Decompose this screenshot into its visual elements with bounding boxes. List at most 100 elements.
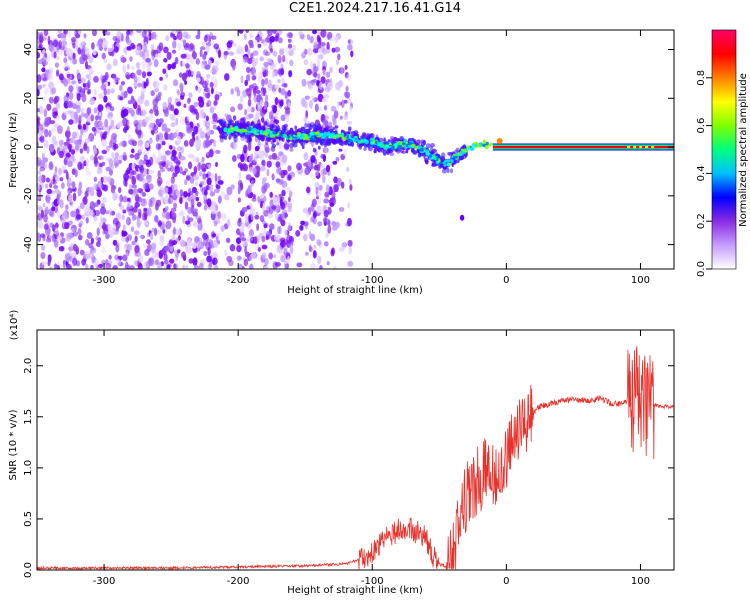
noise-speckle [122, 64, 126, 74]
noise-speckle [217, 210, 222, 220]
noise-speckle [67, 101, 73, 108]
noise-speckle [248, 39, 254, 46]
noise-speckle [337, 86, 341, 92]
noise-speckle [140, 234, 146, 240]
noise-speckle [255, 89, 261, 94]
noise-speckle [182, 264, 186, 269]
noise-speckle [329, 77, 333, 86]
noise-speckle [205, 115, 209, 122]
noise-speckle [104, 146, 111, 152]
ridge-speckle [422, 151, 427, 156]
noise-speckle [170, 122, 176, 128]
noise-speckle [312, 147, 317, 153]
ridge-core-speckle [262, 130, 268, 135]
noise-speckle [348, 245, 352, 255]
noise-speckle [57, 234, 62, 242]
noise-speckle [230, 88, 234, 95]
ridge-speckle [249, 133, 255, 138]
noise-speckle [236, 89, 241, 97]
noise-speckle [39, 233, 46, 238]
noise-speckle [309, 35, 314, 44]
noise-speckle [163, 108, 169, 117]
ridge-core-speckle [385, 144, 389, 148]
noise-speckle [262, 49, 269, 56]
noise-speckle [160, 261, 164, 267]
noise-speckle [63, 94, 70, 103]
spectrogram-y-ticks: -40 -20 0 20 40 [23, 43, 674, 253]
noise-speckle [117, 94, 121, 100]
noise-speckle [274, 84, 280, 90]
noise-speckle [209, 138, 215, 144]
noise-speckle [279, 178, 284, 185]
ridge-speckle [334, 125, 339, 129]
noise-speckle [211, 75, 217, 83]
noise-speckle [346, 120, 353, 125]
noise-speckle [277, 79, 281, 84]
noise-speckle [263, 61, 269, 68]
noise-speckle [179, 189, 184, 197]
noise-speckle [165, 159, 170, 165]
noise-speckle [48, 81, 54, 90]
noise-speckle [239, 117, 245, 124]
noise-speckle [136, 69, 142, 76]
noise-speckle [197, 222, 201, 231]
ridge-speckle [447, 151, 452, 156]
noise-speckle [157, 143, 162, 150]
colorbar-tick-label: 0.6 [696, 118, 707, 134]
noise-speckle [250, 251, 256, 260]
noise-speckle [136, 30, 142, 34]
noise-speckle [131, 148, 135, 154]
noise-speckle [195, 196, 200, 202]
noise-speckle [280, 219, 285, 225]
noise-speckle [199, 181, 204, 186]
noise-speckle [83, 251, 90, 258]
ridge-core-speckle [442, 161, 447, 165]
noise-speckle [311, 198, 317, 208]
noise-speckle [335, 59, 339, 66]
noise-speckle [141, 192, 147, 197]
noise-speckle [255, 57, 258, 66]
noise-speckle [318, 48, 323, 54]
noise-speckle [282, 169, 288, 176]
noise-speckle [72, 231, 78, 237]
noise-speckle [247, 184, 252, 194]
noise-speckle [88, 67, 94, 75]
noise-speckle [146, 239, 151, 245]
ridge-core-speckle [248, 130, 253, 134]
noise-speckle [129, 265, 135, 269]
noise-speckle [113, 156, 119, 165]
noise-speckle [320, 41, 326, 47]
noise-speckle [100, 74, 103, 82]
noise-speckle [224, 249, 228, 256]
noise-speckle [47, 254, 52, 263]
colorbar-tick-label: 0.2 [696, 213, 707, 229]
spectrogram-x-ticks: -300 -200 -100 0 100 [93, 30, 650, 286]
noise-speckle [98, 112, 102, 121]
noise-speckle [122, 155, 127, 161]
noise-speckle [100, 84, 107, 91]
noise-speckle [255, 111, 260, 121]
noise-speckle [180, 239, 186, 248]
noise-speckle [176, 89, 180, 94]
noise-speckle [331, 225, 338, 231]
noise-speckle [100, 155, 105, 162]
noise-speckle [215, 149, 221, 154]
noise-speckle [244, 109, 248, 116]
noise-speckle [37, 116, 41, 122]
noise-speckle [173, 226, 176, 235]
noise-speckle [131, 140, 137, 147]
noise-speckle [44, 223, 49, 230]
snr-series-line [37, 346, 674, 570]
colorbar-tick-label: 0.8 [696, 70, 707, 86]
noise-speckle [205, 184, 210, 191]
noise-speckle [48, 96, 54, 104]
noise-speckle [85, 47, 90, 56]
noise-speckle [37, 120, 41, 127]
noise-speckle [197, 132, 202, 139]
noise-speckle [265, 94, 269, 104]
noise-speckle [189, 176, 195, 184]
noise-speckle [167, 198, 171, 205]
noise-speckle [89, 211, 95, 217]
noise-speckle [159, 238, 164, 247]
noise-speckle [172, 190, 177, 197]
